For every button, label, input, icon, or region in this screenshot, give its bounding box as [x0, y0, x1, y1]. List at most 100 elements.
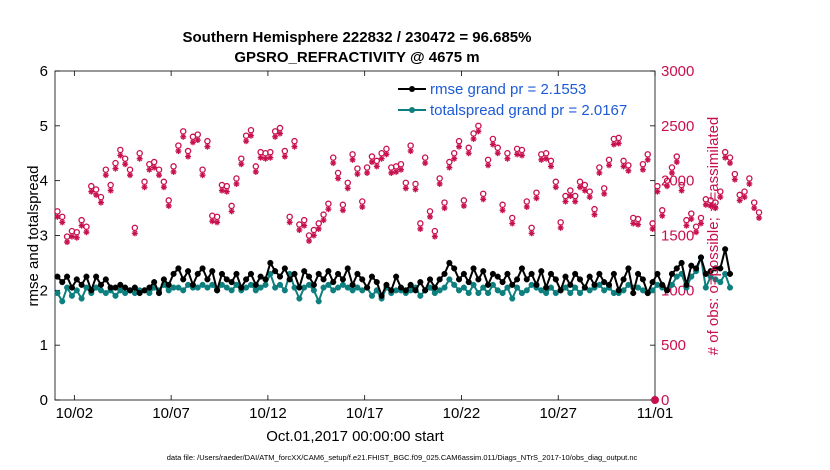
rmse-point	[393, 273, 400, 280]
possible-obs-point	[654, 182, 661, 190]
rmse-point	[485, 281, 492, 288]
right-y-tick-label: 3000	[661, 63, 694, 80]
assimilated-obs-point	[581, 187, 588, 194]
rmse-point	[567, 281, 574, 288]
rmse-point	[465, 279, 472, 286]
rmse-point	[625, 265, 632, 272]
x-tick-label: 11/01	[637, 405, 673, 422]
totalspread-point	[455, 287, 463, 294]
rmse-point	[509, 281, 516, 288]
rmse-point	[441, 270, 448, 277]
assimilated-obs-point	[83, 229, 90, 236]
rmse-point	[668, 270, 675, 277]
totalspread-point	[436, 287, 443, 294]
left-y-tick-label: 4	[40, 173, 48, 190]
left-y-axis-label: rmse and totalspread	[25, 166, 42, 307]
rmse-point	[185, 268, 192, 275]
totalspread-point	[562, 284, 569, 291]
assimilated-obs-point	[504, 155, 511, 162]
totalspread-point	[499, 290, 506, 297]
assimilated-obs-point	[272, 133, 279, 140]
x-tick-label: 10/22	[443, 405, 481, 422]
possible-obs-point	[659, 207, 666, 214]
assimilated-obs-point	[417, 225, 424, 232]
rmse-point	[218, 270, 225, 277]
totalspread-point	[639, 287, 646, 294]
totalspread-point	[509, 295, 516, 302]
assimilated-obs-point	[606, 162, 613, 169]
rmse-point	[538, 268, 545, 275]
totalspread-point	[470, 281, 477, 288]
rmse-point	[189, 281, 196, 288]
assimilated-obs-point	[286, 219, 293, 226]
rmse-point	[359, 276, 366, 283]
totalspread-point	[354, 284, 361, 291]
rmse-point	[349, 281, 356, 288]
possible-obs-point	[750, 199, 758, 206]
totalspread-point	[204, 284, 211, 291]
totalspread-point	[475, 290, 482, 297]
rmse-point	[170, 270, 177, 277]
assimilated-obs-point	[523, 203, 530, 210]
assimilated-obs-point	[664, 183, 671, 190]
x-axis: 10/02 10/07 10/12 10/17 10/22 10/27 11/01	[56, 71, 673, 422]
assimilated-obs-point	[214, 219, 221, 226]
rmse-point	[199, 265, 206, 272]
assimilated-obs-point	[223, 188, 230, 195]
chart-title-line2: GPSRO_REFRACTIVITY @ 4675 m	[234, 49, 479, 66]
assimilated-obs-point	[170, 168, 177, 175]
assimilated-obs-point	[257, 154, 264, 161]
rmse-point	[480, 268, 487, 275]
rmse-point	[141, 287, 148, 294]
assimilated-obs-point	[707, 202, 714, 209]
rmse-point	[576, 276, 584, 283]
totalspread-point	[446, 276, 453, 283]
assimilated-obs-point	[736, 197, 743, 204]
assimilated-obs-point	[436, 180, 443, 187]
rmse-point	[683, 281, 690, 288]
totalspread-point	[567, 290, 574, 297]
rmse-point	[547, 270, 555, 277]
rmse-point	[630, 290, 637, 297]
assimilated-obs-point	[291, 143, 298, 150]
rmse-point	[523, 276, 530, 283]
rmse-point	[93, 273, 100, 280]
rmse-point	[83, 273, 90, 280]
legend-rmse-label: rmse grand pr = 2.1553	[430, 81, 586, 98]
rmse-point	[112, 284, 119, 291]
assimilated-obs-point	[693, 229, 700, 236]
totalspread-point	[59, 298, 66, 305]
rmse-point	[610, 270, 617, 277]
rmse-point	[146, 284, 153, 291]
obs-count-series	[54, 122, 763, 404]
assimilated-obs-point	[93, 191, 100, 198]
rmse-point	[364, 284, 371, 291]
totalspread-point	[281, 287, 288, 294]
possible-obs-point	[688, 210, 695, 217]
rmse-point	[320, 276, 327, 283]
totalspread-point	[460, 284, 467, 291]
assimilated-obs-point	[422, 160, 429, 167]
assimilated-obs-point	[673, 159, 680, 166]
rmse-point	[586, 273, 593, 280]
assimilated-obs-point	[127, 172, 133, 179]
assimilated-obs-point	[552, 184, 559, 191]
left-y-axis: 0 1 2 3 4 5 6	[40, 63, 60, 409]
totalspread-point	[315, 298, 322, 305]
assimilated-obs-point	[156, 172, 163, 179]
right-y-tick-label: 2000	[661, 173, 694, 190]
assimilated-obs-point	[688, 216, 695, 223]
assimilated-obs-point	[489, 141, 496, 148]
assimilated-obs-point	[712, 205, 719, 212]
rmse-point	[315, 270, 322, 277]
assimilated-obs-point	[431, 233, 438, 240]
assimilated-obs-point	[59, 219, 66, 226]
possible-obs-point	[731, 170, 739, 178]
possible-obs-point	[673, 153, 681, 160]
totalspread-point	[257, 284, 264, 291]
assimilated-obs-point	[281, 153, 288, 160]
assimilated-obs-point	[668, 169, 675, 176]
totalspread-point	[543, 290, 550, 297]
assimilated-obs-point	[218, 187, 225, 194]
